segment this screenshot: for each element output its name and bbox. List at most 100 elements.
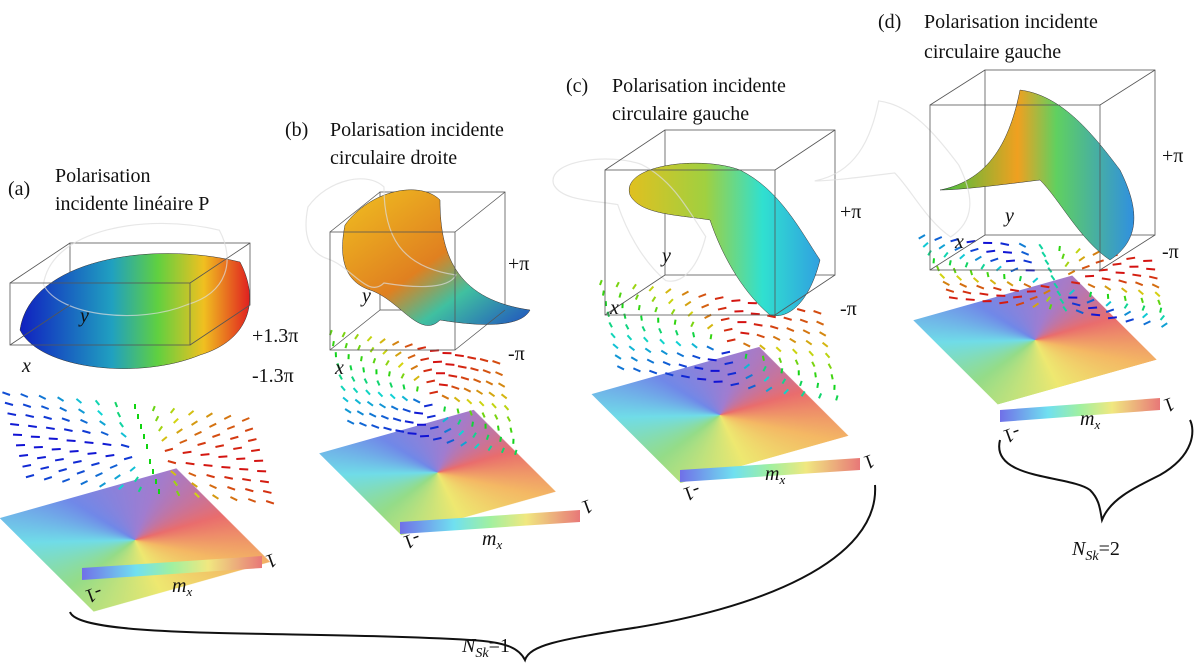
spin-arrow	[95, 472, 103, 478]
spin-arrow	[233, 446, 243, 450]
spin-arrow	[802, 329, 811, 335]
spin-arrow	[82, 429, 91, 434]
spin-arrow	[1053, 282, 1059, 289]
spin-arrow	[1092, 250, 1100, 256]
spin-arrow	[244, 427, 254, 432]
spin-arrow	[454, 354, 464, 358]
spin-arrow	[1118, 279, 1127, 284]
spin-arrow	[821, 341, 829, 348]
spin-arrow	[133, 476, 139, 483]
spin-arrow	[402, 384, 406, 390]
colorbar-label-symbol: m	[172, 575, 186, 597]
spin-arrow	[467, 356, 477, 360]
spin-arrow	[342, 396, 349, 403]
spin-arrow	[1064, 261, 1070, 268]
spin-arrow	[397, 362, 404, 368]
spin-arrow	[632, 367, 641, 373]
spin-arrow	[707, 358, 717, 362]
spin-arrow	[626, 334, 633, 341]
spin-arrow	[643, 336, 649, 343]
spin-arrow	[371, 424, 380, 429]
spin-arrow	[378, 403, 387, 409]
phase-contour	[814, 100, 971, 238]
spin-arrow	[352, 387, 359, 394]
spin-arrow	[1151, 283, 1160, 289]
spin-arrow	[99, 420, 106, 426]
spin-arrow	[1137, 289, 1144, 296]
spin-arrow	[167, 460, 177, 465]
spin-arrow	[506, 416, 511, 422]
spin-arrow	[354, 398, 362, 405]
spin-arrow	[441, 394, 450, 400]
spin-arrow	[129, 466, 136, 472]
colorbar-label-subscript: x	[495, 537, 502, 552]
spin-arrow	[675, 340, 682, 347]
spin-arrow	[970, 247, 979, 253]
spin-arrow	[215, 444, 225, 448]
colorbar-max: 1	[263, 548, 280, 572]
spin-arrow	[1105, 308, 1115, 314]
spin-arrow	[354, 333, 360, 340]
spin-arrow	[169, 407, 176, 414]
spin-arrow	[684, 300, 692, 307]
spin-arrow	[10, 422, 20, 426]
spin-arrow	[463, 387, 472, 393]
spin-arrow	[492, 360, 501, 365]
spin-arrow	[727, 371, 737, 376]
spin-arrow	[356, 410, 365, 416]
spin-arrow	[80, 480, 89, 486]
spin-arrow	[446, 438, 455, 444]
colorbar-min: -1	[400, 527, 423, 553]
spin-arrow	[120, 432, 127, 438]
spin-arrow	[469, 410, 473, 416]
spin-arrow	[59, 406, 68, 412]
spin-arrow	[681, 290, 689, 296]
box-edge	[774, 274, 836, 316]
spin-arrow	[390, 405, 399, 411]
spin-arrow	[1143, 320, 1151, 326]
spin-arrow	[706, 345, 715, 351]
spin-arrow	[247, 438, 257, 442]
spin-arrow	[43, 476, 53, 481]
spin-arrow	[208, 422, 217, 428]
panel-title: Polarisation incidente	[612, 75, 786, 97]
spin-arrow	[1104, 285, 1112, 291]
spin-arrow	[359, 421, 367, 427]
spin-arrow	[118, 421, 124, 428]
spin-arrow	[38, 394, 47, 400]
spin-arrow	[413, 375, 420, 382]
spin-arrow	[1088, 306, 1098, 310]
spin-arrow	[948, 296, 958, 300]
spin-arrow	[670, 308, 676, 315]
spin-arrow	[457, 365, 467, 369]
spin-arrow	[640, 315, 643, 321]
axis-tick-label: -1.3π	[252, 365, 294, 387]
spin-arrow	[676, 352, 685, 358]
spin-arrow	[714, 296, 724, 300]
spin-arrow	[173, 417, 179, 424]
group-label: NSk=2	[1071, 538, 1120, 564]
spin-arrow	[344, 408, 352, 414]
spin-arrow	[1018, 275, 1022, 282]
spin-arrow	[922, 242, 929, 248]
spin-arrow	[1148, 275, 1158, 280]
spin-arrow	[979, 292, 989, 296]
spin-arrow	[245, 488, 254, 493]
spin-arrow	[1160, 322, 1168, 328]
spin-arrow	[1043, 289, 1051, 295]
spin-arrow	[158, 425, 164, 432]
spin-arrow	[36, 456, 46, 460]
spin-arrow	[630, 356, 638, 362]
spin-arrow	[362, 367, 365, 373]
group-label: NSk=1	[461, 635, 510, 661]
spin-arrow	[80, 418, 88, 424]
box-edge	[9, 304, 71, 346]
spin-arrow	[22, 464, 32, 468]
spin-arrow	[1015, 301, 1025, 307]
spin-arrow	[495, 371, 503, 377]
spin-arrow	[730, 382, 740, 387]
spin-arrow	[392, 417, 402, 422]
spin-arrow	[466, 398, 473, 405]
spin-arrow	[1067, 269, 1076, 276]
